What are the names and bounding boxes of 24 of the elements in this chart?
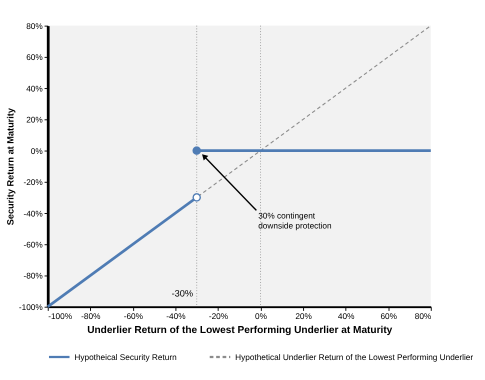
y-tick-label: -40% [23, 209, 44, 218]
x-tick-label: 0% [255, 312, 268, 322]
x-tick-label: 80% [414, 312, 432, 322]
y-tick-label: 60% [26, 53, 44, 62]
x-tick-label: 20% [295, 312, 313, 322]
x-tick-label: 40% [338, 312, 356, 322]
legend-label: Hypotheical Security Return [74, 352, 178, 362]
y-tick-label: 0% [30, 146, 44, 156]
x-axis-title: Underlier Return of the Lowest Performing Underlier at Maturity [87, 324, 393, 336]
legend-label: Hypothetical Underlier Return of the Lowest Performing Underlier [235, 352, 474, 362]
x-tick-label: -80% [81, 312, 102, 322]
y-tick-label: 20% [26, 116, 44, 125]
y-axis-title: Security Return at Maturity [5, 107, 16, 226]
x-tick-label: -60% [124, 312, 144, 322]
x-tick-label: -100% [48, 312, 73, 322]
y-tick-label: 80% [26, 22, 44, 31]
y-tick-label: -20% [23, 178, 44, 188]
x-tick-label: -20% [208, 312, 229, 322]
x-tick-label: 60% [380, 312, 398, 322]
x-tick-label: -40% [166, 312, 186, 322]
y-tick-label: -100% [18, 302, 44, 312]
y-tick-label: -60% [23, 240, 44, 250]
y-tick-label: -80% [23, 272, 44, 281]
y-tick-label: 40% [26, 84, 44, 94]
